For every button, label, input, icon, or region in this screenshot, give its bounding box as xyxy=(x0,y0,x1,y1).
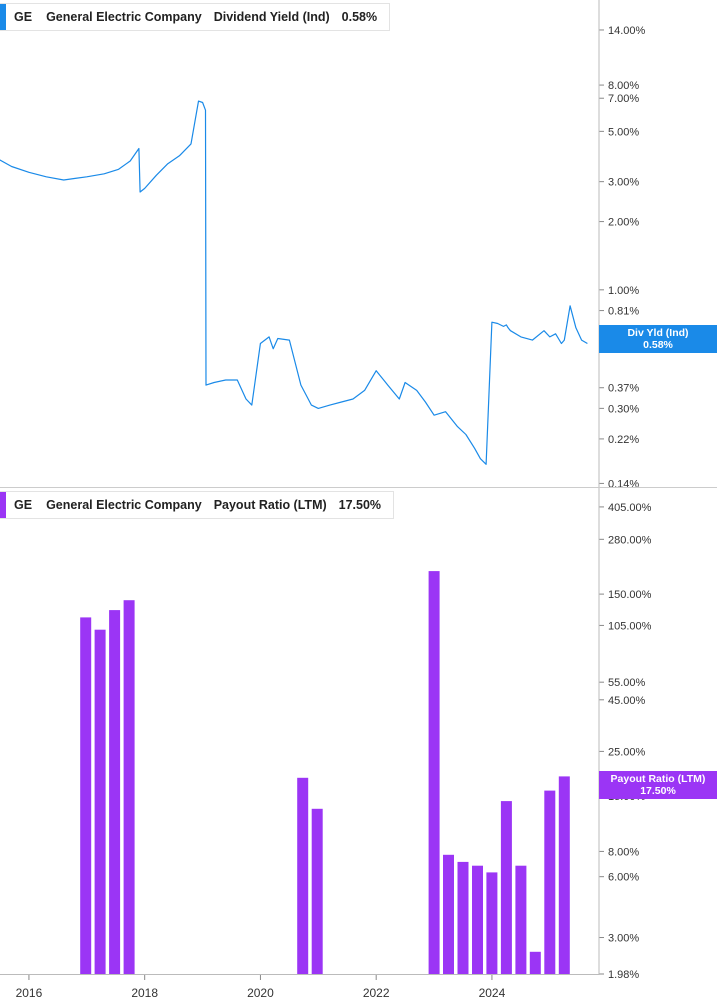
y-tick-label: 1.98% xyxy=(608,969,639,981)
y-tick-label: 0.37% xyxy=(608,383,639,395)
y-tick-label: 0.14% xyxy=(608,478,639,490)
y-tick-label: 5.00% xyxy=(608,126,639,138)
payout-bar xyxy=(443,854,454,974)
payout-bar xyxy=(544,790,556,974)
payout-ratio-swatch xyxy=(0,492,6,518)
y-tick-label: 7.00% xyxy=(608,93,639,105)
legend-company: General Electric Company xyxy=(46,10,202,24)
x-axis: 2016 2018 2020 2022 2024 xyxy=(16,975,506,1000)
y-tick-label: 0.81% xyxy=(608,306,639,318)
legend-value: 0.58% xyxy=(341,10,378,24)
y-tick-label: 0.22% xyxy=(608,434,639,446)
legend-ticker: GE xyxy=(14,498,33,512)
x-tick-label: 2016 xyxy=(16,986,43,1000)
tag-value: 17.50% xyxy=(640,785,676,797)
payout-bar xyxy=(529,951,541,974)
y-tick-label: 280.00% xyxy=(608,534,652,546)
legend-metric: Dividend Yield (Ind) xyxy=(213,10,330,24)
y-tick-label: 405.00% xyxy=(608,502,652,514)
dividend-yield-line xyxy=(0,100,588,465)
y-tick-label: 14.00% xyxy=(608,25,646,37)
payout-ratio-legend[interactable]: GE General Electric Company Payout Ratio… xyxy=(0,491,395,519)
y-tick-label: 55.00% xyxy=(608,677,646,689)
payout-bar xyxy=(515,865,527,974)
y-tick-label: 1.00% xyxy=(608,285,639,297)
tag-value: 0.58% xyxy=(643,339,673,351)
y-tick-label: 8.00% xyxy=(608,846,639,858)
payout-ratio-panel: 405.00% 280.00% 150.00% 105.00% 55.00% 45.00%… xyxy=(80,502,652,981)
legend-ticker: GE xyxy=(14,10,33,24)
y-tick-label: 150.00% xyxy=(608,589,652,601)
x-tick-label: 2022 xyxy=(363,986,390,1000)
payout-bar xyxy=(109,610,121,974)
payout-bar xyxy=(500,801,512,974)
y-tick-label: 0.30% xyxy=(608,403,639,415)
payout-bar xyxy=(486,872,498,974)
payout-ratio-value-tag: Payout Ratio (LTM) 17.50% xyxy=(599,771,717,799)
dividend-yield-legend[interactable]: GE General Electric Company Dividend Yie… xyxy=(0,3,391,31)
x-tick-label: 2020 xyxy=(247,986,274,1000)
legend-company: General Electric Company xyxy=(46,498,202,512)
legend-value: 17.50% xyxy=(338,498,382,512)
dividend-yield-swatch xyxy=(0,4,6,30)
y-tick-label: 25.00% xyxy=(608,746,646,758)
legend-metric: Payout Ratio (LTM) xyxy=(213,498,327,512)
y-tick-label: 8.00% xyxy=(608,80,639,92)
y-tick-label: 2.00% xyxy=(608,217,639,229)
payout-bar xyxy=(94,629,106,974)
x-tick-label: 2018 xyxy=(131,986,158,1000)
payout-bar xyxy=(297,777,309,974)
y-tick-label: 3.00% xyxy=(608,933,639,945)
tag-label: Div Yld (Ind) xyxy=(627,327,689,339)
payout-bar xyxy=(558,776,570,974)
y-tick-label: 6.00% xyxy=(608,872,639,884)
payout-bar xyxy=(472,865,483,974)
payout-bar xyxy=(428,571,440,974)
x-tick-label: 2024 xyxy=(479,986,506,1000)
payout-bar xyxy=(457,861,469,974)
dividend-yield-panel: 14.00% 8.00%7.00% 5.00% 3.00% 2.00% 1.00% 0.81… xyxy=(0,25,646,490)
y-tick-label: 3.00% xyxy=(608,177,639,189)
y-tick-label: 105.00% xyxy=(608,620,652,632)
y-tick-label: 45.00% xyxy=(608,695,646,707)
payout-bar xyxy=(123,600,135,974)
payout-bar xyxy=(311,808,323,974)
dividend-yield-value-tag: Div Yld (Ind) 0.58% xyxy=(599,325,717,353)
payout-bar xyxy=(80,617,92,974)
tag-label: Payout Ratio (LTM) xyxy=(610,773,706,785)
